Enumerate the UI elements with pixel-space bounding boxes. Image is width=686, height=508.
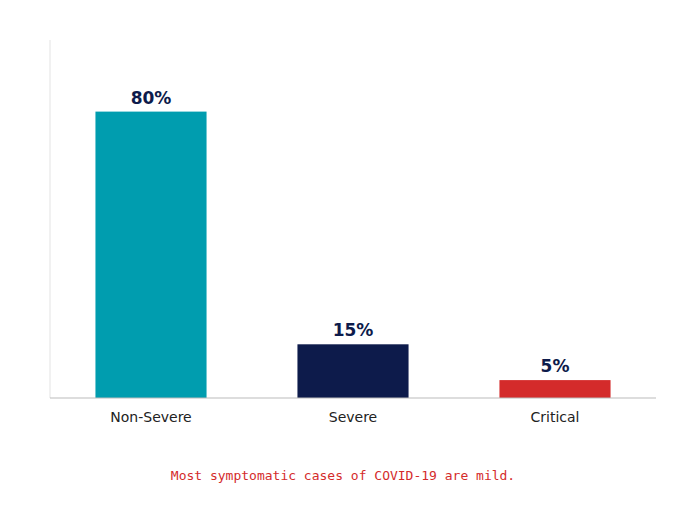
bars	[95, 112, 610, 398]
chart-container: 80% 15% 5% Non-Severe Severe Critical Most sym…	[0, 0, 686, 508]
bar	[499, 380, 610, 398]
y-axis-line	[50, 40, 51, 398]
x-tick-label: Severe	[329, 409, 377, 425]
bar	[95, 112, 206, 398]
footnote: Most symptomatic cases of COVID-19 are m…	[171, 468, 515, 483]
data-label: 80%	[131, 88, 172, 108]
x-tick-label: Critical	[531, 409, 580, 425]
data-label: 5%	[541, 356, 570, 376]
data-label: 15%	[333, 320, 374, 340]
x-tick-label: Non-Severe	[110, 409, 191, 425]
bar	[297, 344, 408, 398]
x-axis-line	[50, 398, 656, 399]
chart-svg: 80% 15% 5% Non-Severe Severe Critical Most sym…	[0, 0, 686, 508]
